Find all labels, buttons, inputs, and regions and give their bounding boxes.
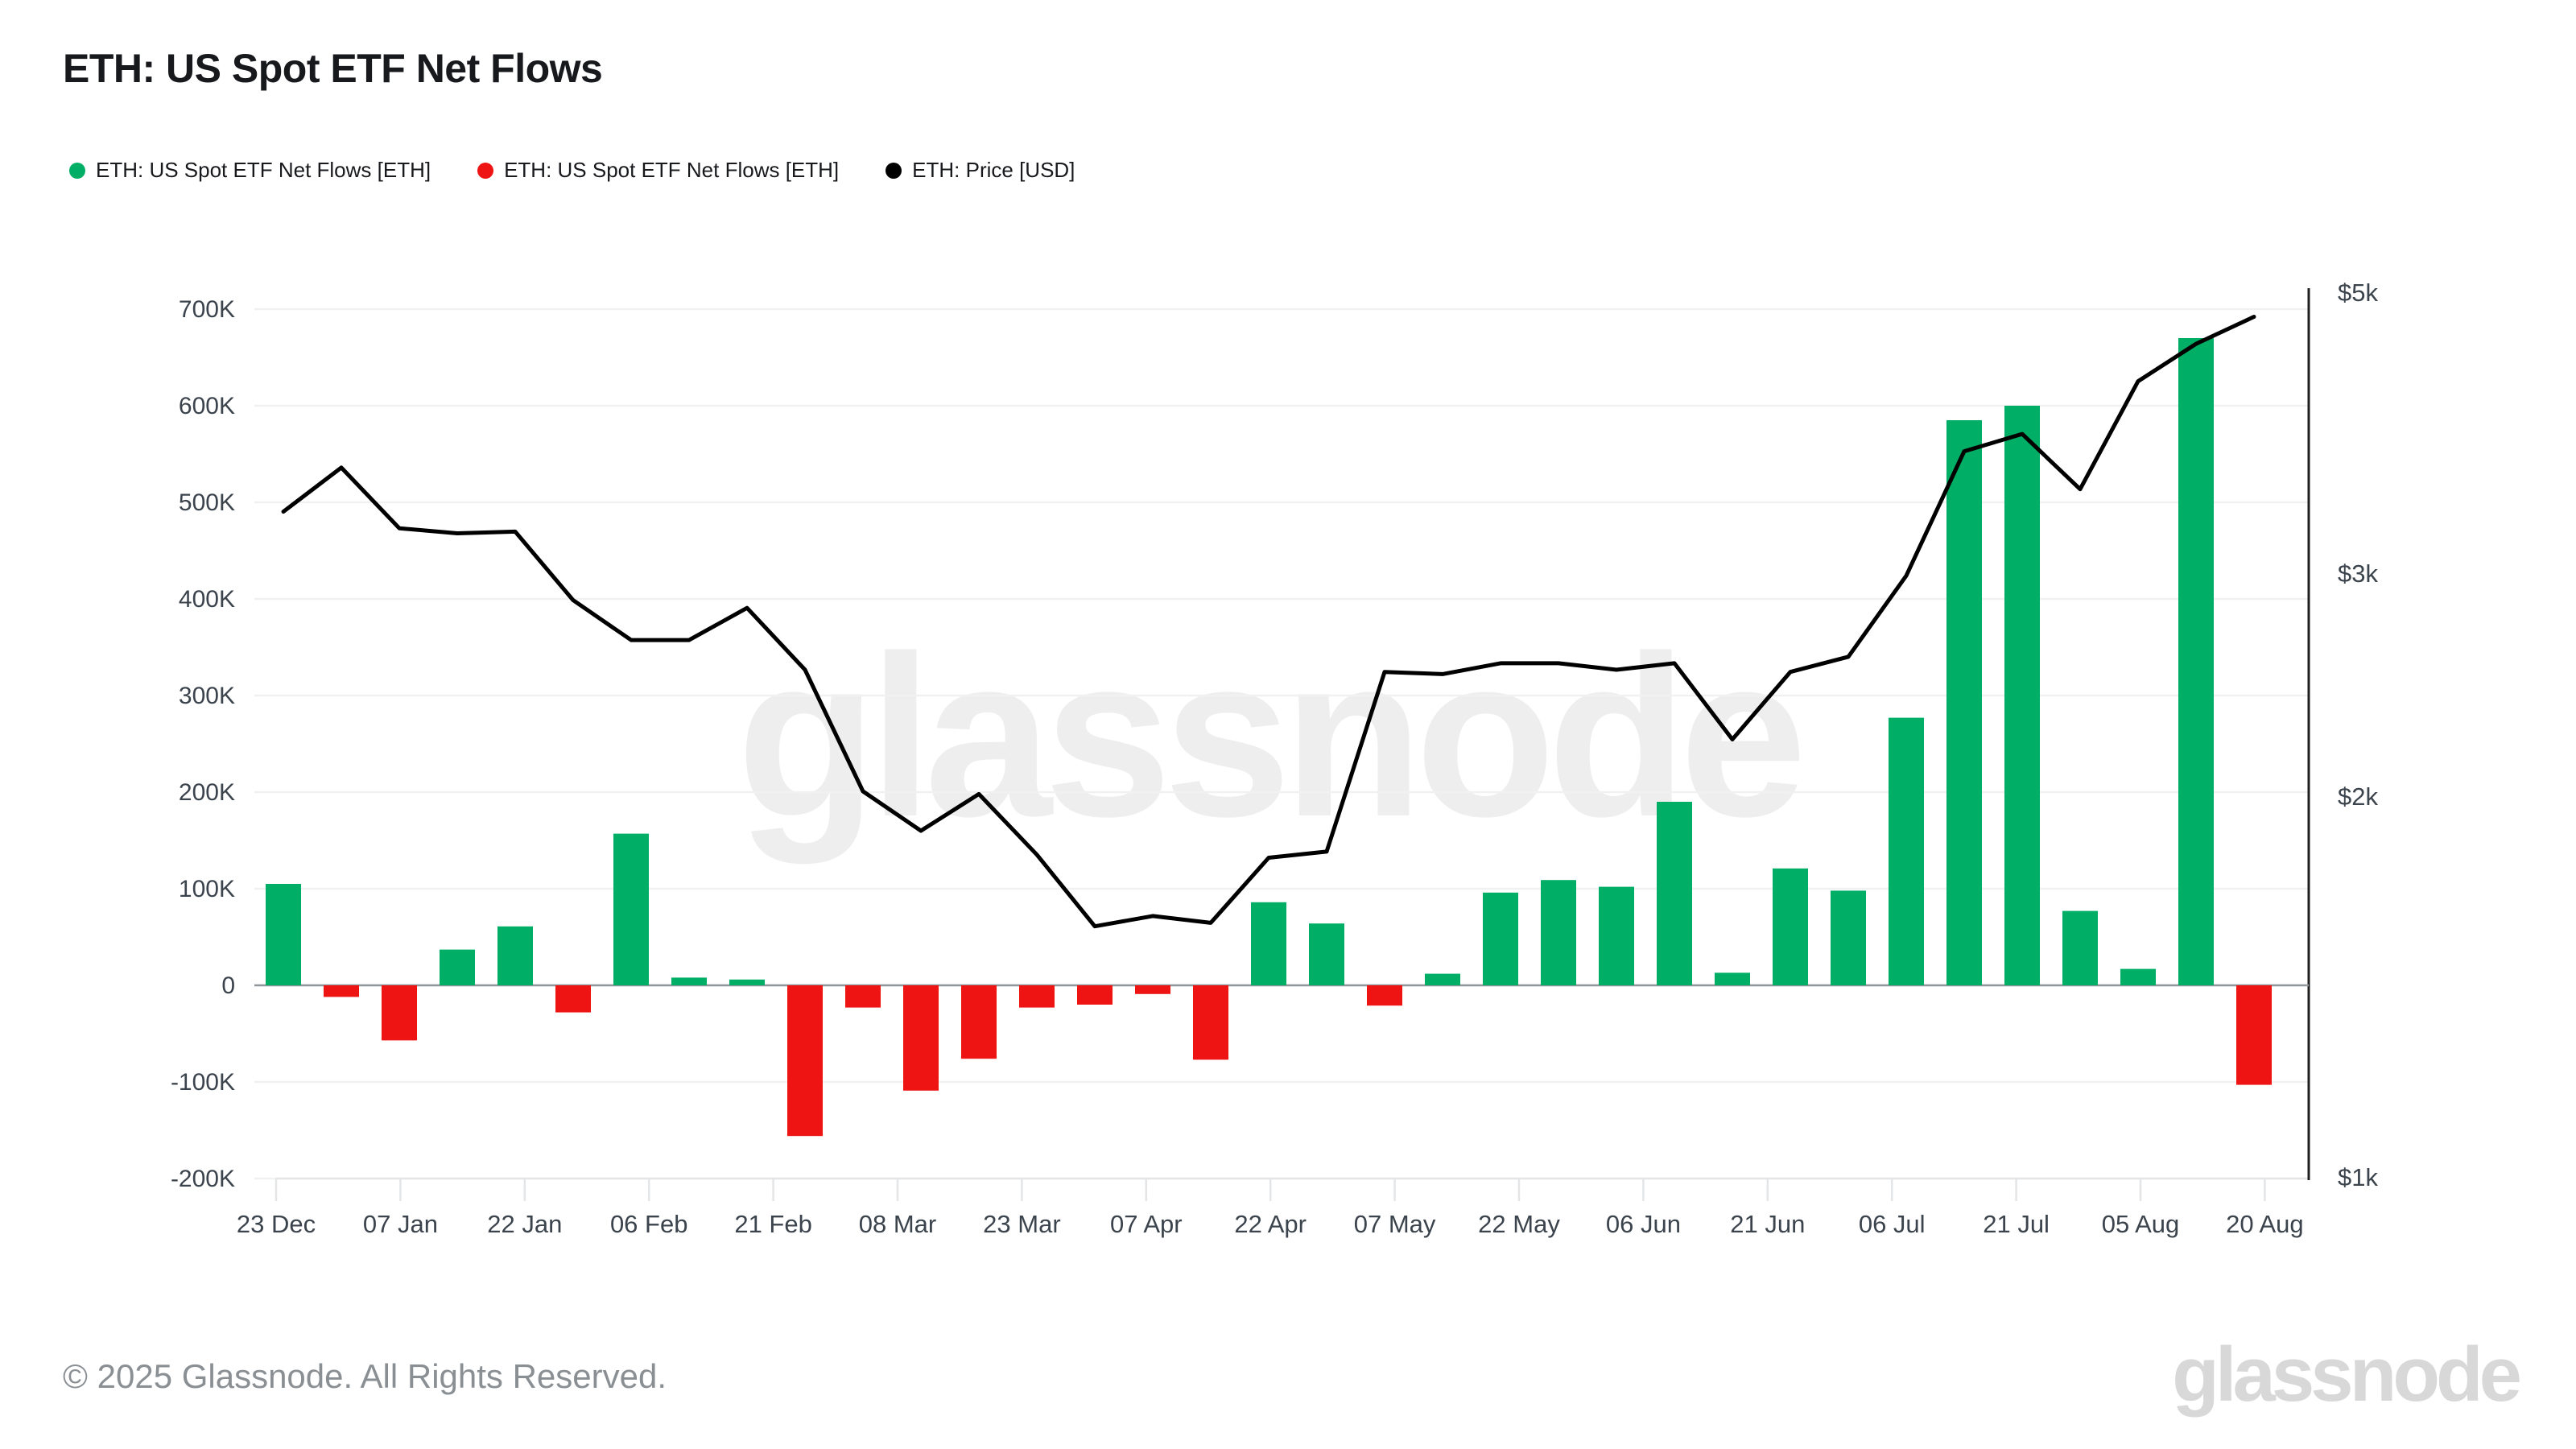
left-axis-label: -100K	[171, 1069, 235, 1096]
legend-label: ETH: US Spot ETF Net Flows [ETH]	[504, 158, 840, 182]
netflow-bar-negative[interactable]	[1367, 985, 1402, 1006]
legend-label: ETH: US Spot ETF Net Flows [ETH]	[96, 158, 431, 182]
legend-dot-green-icon	[69, 162, 85, 179]
netflow-bar-positive[interactable]	[671, 977, 707, 985]
x-axis-label: 22 Jan	[487, 1210, 562, 1238]
x-axis-label: 07 Apr	[1110, 1210, 1183, 1238]
left-axis-label: 300K	[179, 683, 235, 709]
x-axis-label: 07 Jan	[363, 1210, 438, 1238]
netflow-bar-positive[interactable]	[440, 949, 475, 985]
x-axis-label: 20 Aug	[2226, 1210, 2304, 1238]
x-axis-label: 23 Mar	[983, 1210, 1060, 1238]
left-axis-label: 600K	[179, 393, 235, 419]
netflow-bar-positive[interactable]	[1483, 892, 1518, 985]
netflow-bar-positive[interactable]	[1657, 802, 1692, 985]
glassnode-logo: glassnode	[2172, 1331, 2522, 1418]
right-axis-label: $1k	[2338, 1163, 2378, 1191]
left-axis-label: 0	[221, 972, 235, 999]
price-line[interactable]	[281, 315, 2256, 929]
x-axis-label: 06 Jul	[1859, 1210, 1926, 1238]
legend-dot-red-icon	[477, 162, 494, 179]
x-axis-label: 06 Feb	[610, 1210, 688, 1238]
netflow-bar-negative[interactable]	[903, 985, 939, 1091]
left-axis-label: 700K	[179, 296, 235, 323]
netflow-bar-positive[interactable]	[1309, 923, 1344, 985]
left-axis-label: 100K	[179, 876, 235, 902]
x-axis-label: 23 Dec	[237, 1210, 316, 1238]
netflow-bar-positive[interactable]	[1715, 972, 1750, 985]
netflow-bar-positive[interactable]	[2120, 968, 2156, 985]
netflow-bar-negative[interactable]	[1193, 985, 1228, 1060]
netflow-bar-positive[interactable]	[1251, 902, 1286, 985]
legend-label: ETH: Price [USD]	[912, 158, 1075, 182]
page-title: ETH: US Spot ETF Net Flows	[63, 46, 603, 91]
netflow-bar-positive[interactable]	[2178, 338, 2214, 985]
netflow-bar-positive[interactable]	[1889, 717, 1924, 985]
netflow-bar-positive[interactable]	[1599, 886, 1634, 985]
netflow-bar-positive[interactable]	[1541, 880, 1576, 985]
netflow-bar-negative[interactable]	[2236, 985, 2272, 1085]
x-axis-label: 06 Jun	[1606, 1210, 1681, 1238]
netflow-bar-negative[interactable]	[324, 985, 359, 997]
netflow-bar-negative[interactable]	[961, 985, 997, 1059]
right-axis-label: $3k	[2338, 559, 2378, 588]
netflow-bar-positive[interactable]	[497, 926, 533, 985]
netflow-bar-negative[interactable]	[787, 985, 823, 1137]
x-axis-label: 07 May	[1354, 1210, 1436, 1238]
x-axis-label: 22 Apr	[1234, 1210, 1307, 1238]
netflow-bar-positive[interactable]	[2062, 910, 2098, 985]
netflow-bar-negative[interactable]	[845, 985, 881, 1008]
x-axis-label: 21 Jun	[1730, 1210, 1805, 1238]
left-axis-label: 200K	[179, 779, 235, 806]
netflow-bar-positive[interactable]	[1773, 868, 1808, 985]
netflow-bar-positive[interactable]	[2004, 406, 2040, 985]
x-axis-label: 08 Mar	[859, 1210, 936, 1238]
netflow-bar-positive[interactable]	[1946, 420, 1982, 985]
legend-item-negative-flows[interactable]: ETH: US Spot ETF Net Flows [ETH]	[477, 158, 839, 183]
chart-legend: ETH: US Spot ETF Net Flows [ETH] ETH: US…	[69, 158, 1075, 183]
x-axis-label: 05 Aug	[2102, 1210, 2180, 1238]
netflow-bar-positive[interactable]	[1831, 890, 1866, 985]
netflow-bar-positive[interactable]	[613, 833, 649, 985]
legend-dot-black-icon	[886, 162, 902, 179]
left-axis-label: 400K	[179, 586, 235, 613]
right-axis-label: $5k	[2338, 279, 2378, 307]
netflow-bar-positive[interactable]	[266, 884, 301, 985]
netflow-bar-negative[interactable]	[1135, 985, 1170, 994]
netflow-bar-negative[interactable]	[1077, 985, 1113, 1005]
netflow-bar-negative[interactable]	[1019, 985, 1055, 1008]
x-axis-label: 22 May	[1478, 1210, 1560, 1238]
netflow-bar-positive[interactable]	[1425, 973, 1460, 985]
glassnode-watermark: glassnode	[737, 608, 1807, 865]
copyright-text: © 2025 Glassnode. All Rights Reserved.	[63, 1357, 667, 1395]
netflow-bar-positive[interactable]	[729, 979, 765, 985]
legend-item-price[interactable]: ETH: Price [USD]	[886, 158, 1075, 183]
left-axis-label: 500K	[179, 489, 235, 516]
netflow-bar-negative[interactable]	[555, 985, 591, 1013]
legend-item-positive-flows[interactable]: ETH: US Spot ETF Net Flows [ETH]	[69, 158, 431, 183]
netflow-bar-negative[interactable]	[382, 985, 417, 1041]
left-axis-label: -200K	[171, 1166, 235, 1192]
right-axis-label: $2k	[2338, 782, 2378, 811]
x-axis-label: 21 Jul	[1983, 1210, 2050, 1238]
x-axis-label: 21 Feb	[734, 1210, 812, 1238]
